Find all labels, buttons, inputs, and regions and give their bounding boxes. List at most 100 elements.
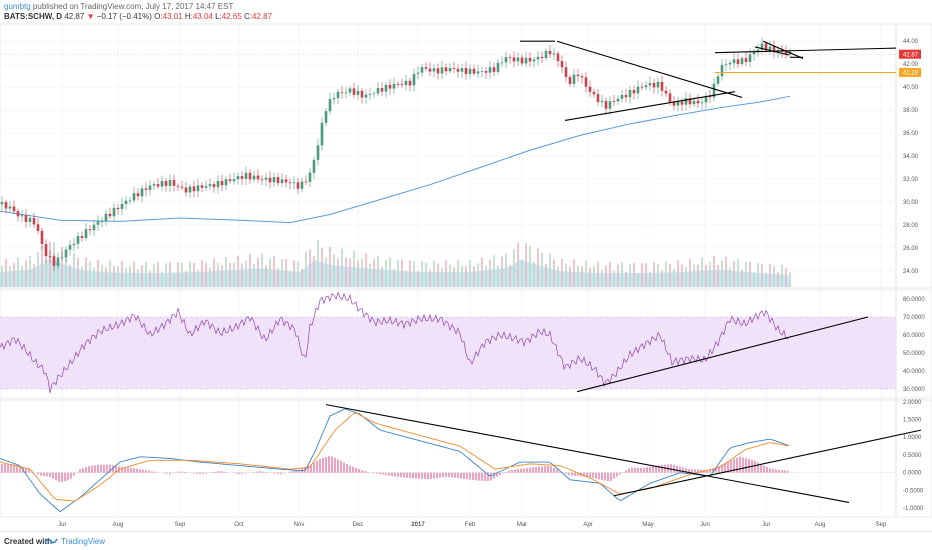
volume-bar: [41, 246, 43, 287]
candle: [432, 64, 436, 78]
candle: [608, 96, 612, 115]
candle: [756, 44, 760, 58]
volume-bar: [129, 265, 131, 287]
candle: [296, 177, 300, 194]
rsi-trendline[interactable]: [576, 316, 869, 393]
volume-bar: [749, 261, 751, 287]
time-tick-label: Aug: [815, 522, 826, 528]
macd-trendline[interactable]: [325, 404, 850, 504]
candle: [672, 96, 676, 111]
price-tick-label: 26.00: [903, 246, 919, 252]
price-trendline[interactable]: [714, 47, 897, 54]
candle: [736, 53, 740, 69]
candle: [772, 40, 776, 59]
volume-bar: [413, 261, 415, 287]
footer-bar: Created with TradingView: [0, 531, 932, 550]
volume-bar: [521, 259, 523, 287]
tradingview-logo-icon: [44, 538, 58, 544]
volume-bar: [481, 257, 483, 287]
candle: [472, 64, 476, 76]
volume-bar: [73, 253, 75, 287]
volume-bar: [401, 259, 403, 287]
candle: [212, 181, 216, 193]
price-trendline[interactable]: [564, 91, 736, 121]
candle-body: [408, 80, 412, 86]
candle: [100, 216, 104, 228]
candle: [120, 197, 124, 216]
candle-body: [260, 179, 264, 181]
candle: [424, 62, 428, 72]
volume-bar: [305, 252, 307, 287]
volume-bar: [417, 270, 419, 287]
candle-body: [184, 187, 188, 193]
volume-bar: [137, 269, 139, 287]
price-trendline[interactable]: [556, 40, 743, 98]
volume-bar: [545, 263, 547, 287]
volume-bar: [409, 260, 411, 287]
candle: [504, 52, 508, 68]
candle-body: [44, 243, 48, 257]
symbol-label[interactable]: BATS:SCHW, D: [4, 12, 63, 21]
price-axis[interactable]: 24.00 26.00 28.00 30.00 32.00 34.00 36.00 38.00…: [899, 39, 925, 512]
volume-bar: [317, 240, 319, 287]
low-label: L:: [215, 12, 222, 21]
volume-bar: [697, 264, 699, 287]
candle-body: [288, 182, 292, 184]
candle: [220, 174, 224, 192]
candle: [380, 82, 384, 97]
candle-body: [756, 49, 760, 52]
candle-body: [36, 224, 40, 231]
candle-body: [72, 243, 76, 246]
time-axis[interactable]: Jul Aug Sep Oct Nov Dec 2017 Feb Mar Apr May Jun Jul…: [58, 522, 887, 528]
candle: [724, 58, 728, 71]
candle-body: [676, 101, 680, 106]
volume-bar: [233, 262, 235, 287]
rsi-panel[interactable]: [0, 291, 896, 394]
candle-body: [148, 185, 152, 190]
volume-bar: [293, 260, 295, 287]
volume-bar: [457, 260, 459, 287]
candle-body: [368, 94, 372, 95]
price-trendline[interactable]: [754, 46, 790, 56]
volume-bar: [389, 257, 391, 287]
candle: [604, 97, 608, 115]
chart-canvas[interactable]: 24.00 26.00 28.00 30.00 32.00 34.00 36.00 38.00…: [0, 0, 932, 531]
candle-body: [68, 245, 72, 250]
tradingview-brand[interactable]: TradingView: [61, 537, 106, 546]
open-value: 43.01: [162, 12, 183, 21]
candle: [200, 182, 204, 193]
candle: [280, 173, 284, 187]
candle-body: [40, 230, 44, 244]
candle-body: [108, 213, 112, 217]
price-tick-label: 28.00: [903, 223, 919, 229]
candle-body: [76, 236, 80, 244]
price-tick-label: 36.00: [903, 131, 919, 137]
candle: [288, 178, 292, 190]
macd-panel[interactable]: [0, 404, 922, 513]
volume-bar: [637, 272, 639, 287]
candle: [584, 71, 588, 93]
candle: [460, 63, 464, 79]
macd-trendline[interactable]: [613, 429, 922, 497]
candle: [616, 95, 620, 105]
volume-bar: [161, 271, 163, 287]
volume-bar: [717, 265, 719, 287]
price-panel[interactable]: [0, 37, 897, 287]
price-trendline[interactable]: [762, 40, 804, 59]
rsi-band: [0, 317, 896, 389]
candle-body: [668, 93, 672, 103]
author-link[interactable]: gumbtg: [4, 2, 31, 11]
time-tick-label: Jun: [700, 522, 710, 528]
volume-bar: [5, 259, 7, 287]
candle: [468, 64, 472, 79]
price-tick-label: 44.00: [903, 39, 919, 45]
volume-bar: [105, 267, 107, 287]
candle: [704, 92, 708, 109]
rsi-tick-label: 30.0000: [903, 387, 925, 393]
volume-bar: [181, 262, 183, 287]
candle-body: [284, 179, 288, 183]
candle-body: [596, 94, 600, 103]
volume-bar: [745, 261, 747, 287]
candle: [56, 252, 60, 270]
candle: [436, 63, 440, 80]
